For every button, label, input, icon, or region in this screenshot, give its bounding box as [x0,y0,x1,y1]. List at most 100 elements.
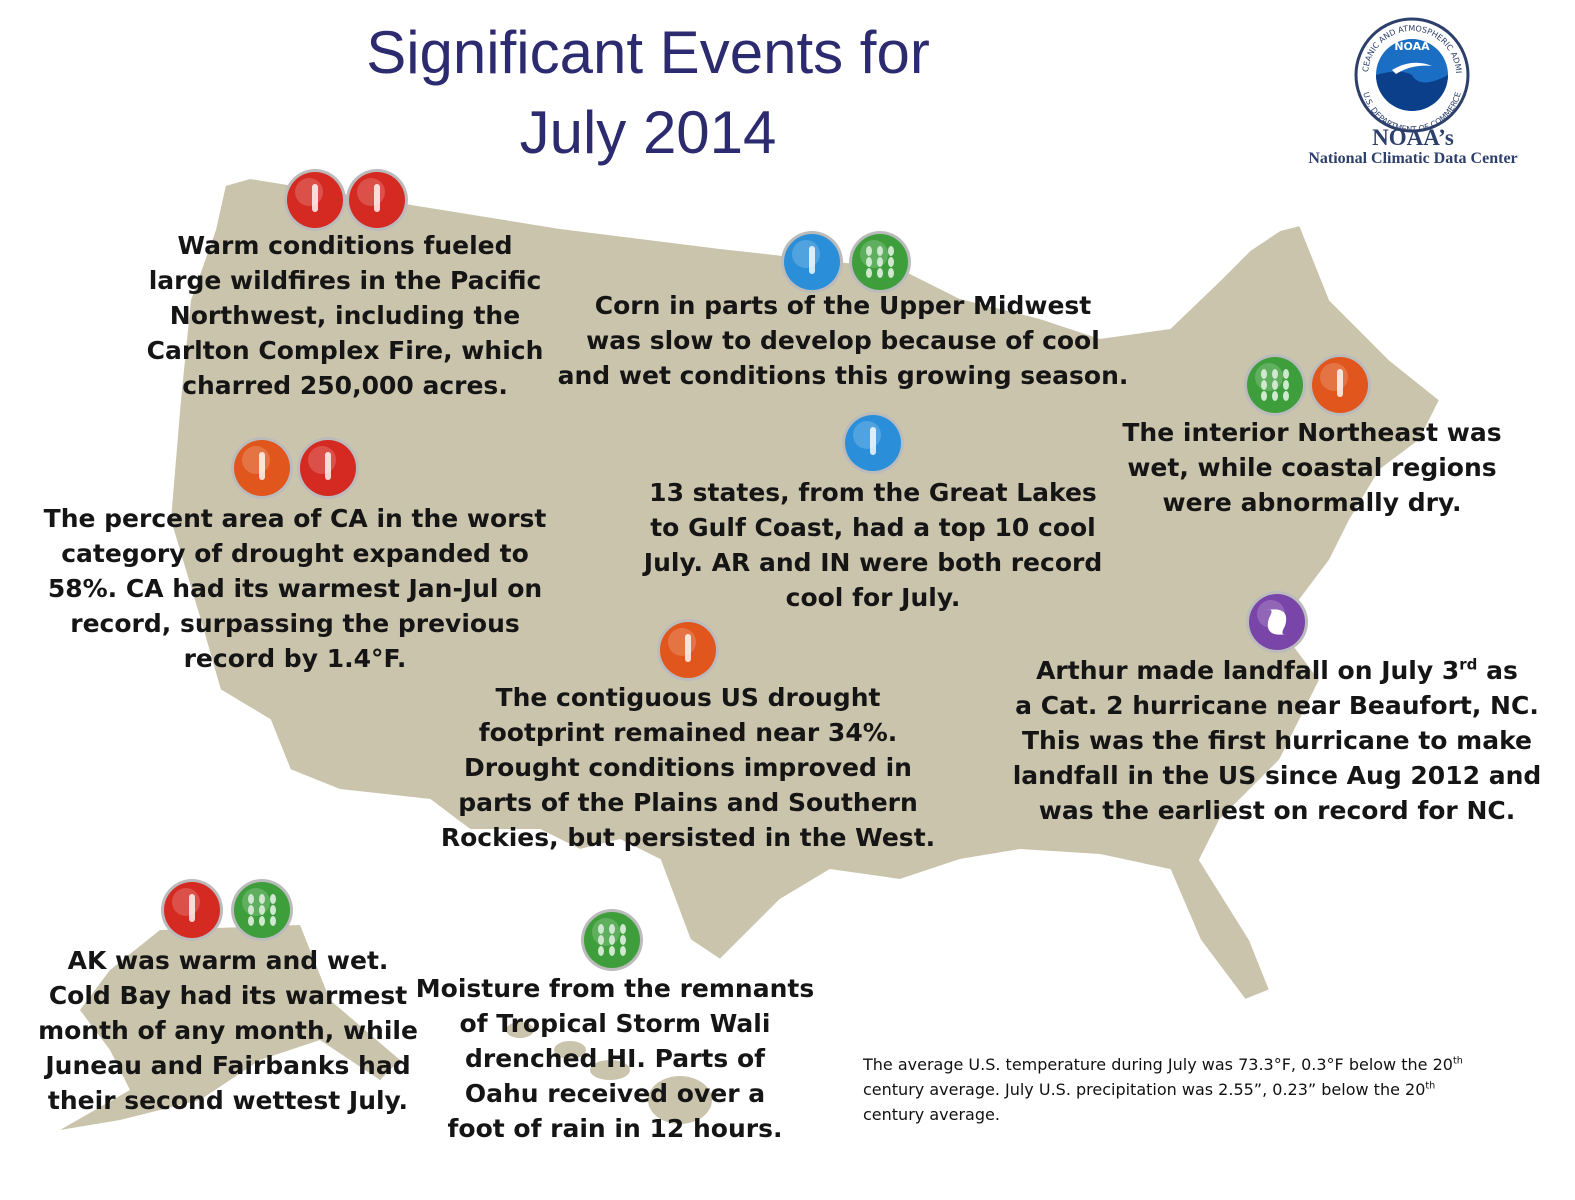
text: Oahu received over a [464,1079,766,1108]
text-line: was slow to develop because of cool [558,323,1129,358]
text-line: Oahu received over a [416,1076,814,1111]
text-line: Drought conditions improved in [441,750,935,785]
text-line: drenched HI. Parts of [416,1041,814,1076]
event-icon [657,619,719,681]
logo-name: NOAA’s [1372,125,1454,150]
text-line: their second wettest July. [38,1083,418,1118]
event-icon [781,231,843,293]
text-line: Arthur made landfall on July 3rd as [1013,653,1542,688]
text: Moisture from the remnants [415,974,815,1003]
event-text: 13 states, from the Great Lakes to Gulf C… [644,475,1102,615]
event-text: The percent area of CA in the worst categ… [44,501,547,676]
event-icon [1309,354,1371,416]
text-line: century average. July U.S. precipitation… [863,1077,1463,1102]
text: a Cat. 2 hurricane near Beaufort, NC. [1015,691,1539,720]
text-line: This was the first hurricane to make [1013,723,1542,758]
text: The percent area of CA in the worst [43,504,547,533]
text-line: The contiguous US drought [441,680,935,715]
event-icon [297,437,359,499]
text-line: century average. [863,1102,1463,1127]
event-icon [849,231,911,293]
text-line: were abnormally dry. [1122,485,1501,520]
text-line: Carlton Complex Fire, which [147,333,544,368]
text: as [1486,656,1518,685]
event-icon [1246,591,1308,653]
text: This was the first hurricane to make [1022,726,1532,755]
text: landfall in the US since Aug 2012 and [1012,761,1542,790]
text-line: 58%. CA had its warmest Jan-Jul on [44,571,547,606]
text: Cold Bay had its warmest [48,981,408,1010]
event-icon [842,412,904,474]
text: The average U.S. temperature during July… [863,1055,1453,1074]
us-map [168,176,1442,1002]
text: Juneau and Fairbanks had [45,1051,411,1080]
text: were abnormally dry. [1162,488,1462,517]
text: 58%. CA had its warmest Jan-Jul on [47,574,543,603]
text: month of any month, while [38,1016,418,1045]
superscript: rd [1459,655,1478,674]
text: Northwest, including the [169,301,521,330]
text: footprint remained near 34%. [478,718,898,747]
text: Warm conditions fueled [177,231,513,260]
text-line: footprint remained near 34%. [441,715,935,750]
text-line: was the earliest on record for NC. [1013,793,1542,828]
event-text: Moisture from the remnants of Tropical St… [416,971,814,1146]
text: foot of rain in 12 hours. [447,1114,783,1143]
title: July 2014 [519,99,777,166]
text: charred 250,000 acres. [182,371,508,400]
text: drenched HI. Parts of [464,1044,766,1073]
text-line: wet, while coastal regions [1122,450,1501,485]
event-icon [581,909,643,971]
event-text: Warm conditions fueled large wildfires in… [147,228,544,403]
text: record by 1.4°F. [183,644,407,673]
text: July. AR and IN were both record [643,548,1103,577]
event-text: AK was warm and wet. Cold Bay had its war… [38,943,418,1118]
text: 13 states, from the Great Lakes [649,478,1097,507]
text: large wildfires in the Pacific [148,266,542,295]
event-text: Arthur made landfall on July 3rd as a Cat… [1013,653,1542,828]
text-line: The percent area of CA in the worst [44,501,547,536]
alaska [60,925,400,1130]
text: AK was warm and wet. [67,946,389,975]
text: Rockies, but persisted in the West. [440,823,936,852]
text: was slow to develop because of cool [586,326,1100,355]
text-line: Juneau and Fairbanks had [38,1048,418,1083]
text-line: Warm conditions fueled [147,228,544,263]
text-line: category of drought expanded to [44,536,547,571]
text-line: The interior Northeast was [1122,415,1501,450]
text: wet, while coastal regions [1127,453,1497,482]
text: cool for July. [785,583,961,612]
text-line: and wet conditions this growing season. [558,358,1129,393]
event-text: Corn in parts of the Upper Midwest was sl… [558,288,1129,393]
text: to Gulf Coast, had a top 10 cool [650,513,1096,542]
text-line: The average U.S. temperature during July… [863,1052,1463,1077]
hawaii [506,1022,712,1124]
text: their second wettest July. [47,1086,409,1115]
text: Carlton Complex Fire, which [146,336,544,365]
text: century average. July U.S. precipitation… [863,1080,1426,1099]
text: and wet conditions this growing season. [557,361,1129,390]
event-icon [346,169,408,231]
text-line: Cold Bay had its warmest [38,978,418,1013]
text: record, surpassing the previous [70,609,520,638]
text-line: landfall in the US since Aug 2012 and [1013,758,1542,793]
logo-center: National Climatic Data Center [1308,150,1518,167]
text-line: cool for July. [644,580,1102,615]
text-line: July. AR and IN were both record [644,545,1102,580]
text-line: record, surpassing the previous [44,606,547,641]
text: The interior Northeast was [1122,418,1502,447]
text: The contiguous US drought [495,683,881,712]
text: category of drought expanded to [61,539,529,568]
text-line: record by 1.4°F. [44,641,547,676]
event-icon [231,437,293,499]
event-icon [284,169,346,231]
text-line: Northwest, including the [147,298,544,333]
text: of Tropical Storm Wali [459,1009,771,1038]
footnote: The average U.S. temperature during July… [863,1052,1463,1127]
text: Arthur made landfall on July 3 [1036,656,1460,685]
text-line: foot of rain in 12 hours. [416,1111,814,1146]
text-line: to Gulf Coast, had a top 10 cool [644,510,1102,545]
text-line: a Cat. 2 hurricane near Beaufort, NC. [1013,688,1542,723]
